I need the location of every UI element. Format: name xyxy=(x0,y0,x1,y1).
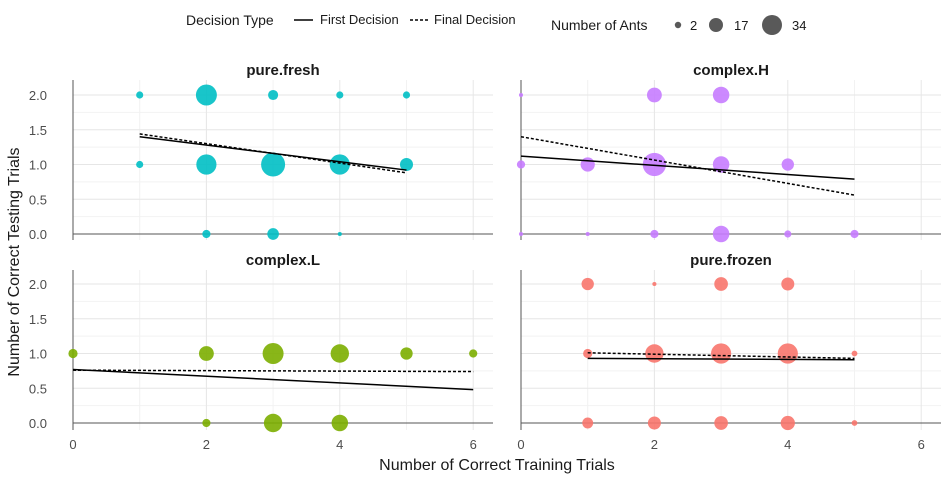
data-point xyxy=(516,160,526,169)
x-tick-label: 2 xyxy=(651,437,658,452)
data-point xyxy=(642,152,667,177)
data-point xyxy=(781,277,795,291)
size-legend-label-large: 34 xyxy=(792,18,806,33)
data-point xyxy=(850,229,859,239)
size-legend-key-medium xyxy=(709,18,723,32)
data-point xyxy=(518,231,524,237)
data-point xyxy=(646,87,662,103)
y-tick-label: 1.5 xyxy=(29,312,47,327)
data-point xyxy=(331,414,349,432)
data-point xyxy=(268,89,279,101)
data-point xyxy=(851,350,858,357)
x-tick-label: 4 xyxy=(784,437,791,452)
data-point xyxy=(714,277,728,291)
data-point xyxy=(267,228,279,240)
y-axis-title: Number of Correct Testing Trials xyxy=(6,147,23,376)
data-point xyxy=(329,154,350,175)
data-point xyxy=(585,231,590,237)
first-decision-line xyxy=(587,357,855,361)
data-point xyxy=(784,230,792,238)
data-point xyxy=(68,348,78,359)
panel-title: complex.H xyxy=(693,62,769,79)
data-point xyxy=(581,277,594,291)
data-point xyxy=(781,158,794,171)
data-point xyxy=(402,91,411,99)
data-point xyxy=(337,231,342,237)
data-point xyxy=(198,346,214,361)
panel-pure-frozen: pure.frozen 0 2 4 6 xyxy=(517,252,941,452)
size-legend-key-small xyxy=(674,21,682,29)
panel-complex-H: complex.H xyxy=(516,62,941,243)
data-point xyxy=(136,160,144,169)
x-tick-label: 0 xyxy=(517,437,524,452)
data-point xyxy=(195,84,217,106)
data-point xyxy=(399,157,414,172)
data-point xyxy=(582,417,594,429)
y-tick-label: 0.0 xyxy=(29,227,47,242)
panel-pure-fresh: pure.fresh 0.0 0.5 1.0 1.5 2.0 xyxy=(29,62,493,242)
x-tick-label: 0 xyxy=(69,437,76,452)
x-tick-label: 2 xyxy=(203,437,210,452)
data-point xyxy=(262,343,284,364)
data-point xyxy=(136,91,144,99)
data-point xyxy=(647,416,661,430)
panel-title: complex.L xyxy=(246,252,320,269)
size-legend-label-small: 2 xyxy=(690,18,697,33)
final-decision-line xyxy=(587,352,855,360)
data-point xyxy=(330,344,350,363)
x-tick-label: 4 xyxy=(336,437,343,452)
data-point xyxy=(263,413,283,433)
data-point xyxy=(711,343,732,364)
first-decision-line xyxy=(72,368,474,391)
y-tick-label: 0.5 xyxy=(29,192,47,207)
x-axis-title: Number of Correct Training Trials xyxy=(379,457,615,474)
x-tick-label: 6 xyxy=(918,437,925,452)
data-point xyxy=(650,229,659,239)
y-tick-label: 2.0 xyxy=(29,88,47,103)
data-point xyxy=(261,152,286,177)
data-point xyxy=(652,281,657,287)
size-legend-key-large xyxy=(762,15,782,35)
data-point xyxy=(469,349,478,358)
legend: Decision Type First Decision Final Decis… xyxy=(186,12,806,35)
y-tick-label: 1.0 xyxy=(29,347,47,362)
data-point xyxy=(712,86,730,104)
first-decision-line xyxy=(139,135,407,171)
first-decision-line xyxy=(520,155,855,180)
y-tick-label: 0.5 xyxy=(29,381,47,396)
data-point xyxy=(400,347,413,360)
y-tick-label: 1.0 xyxy=(29,158,47,173)
data-point xyxy=(712,225,730,243)
number-of-ants-legend-title: Number of Ants xyxy=(551,17,648,33)
decision-type-legend-title: Decision Type xyxy=(186,12,274,28)
data-point xyxy=(580,157,595,172)
x-tick-label: 6 xyxy=(470,437,477,452)
data-point xyxy=(851,420,858,426)
panel-title: pure.fresh xyxy=(246,62,319,79)
facet-panels: pure.fresh 0.0 0.5 1.0 1.5 2.0 complex.H comple… xyxy=(29,62,941,452)
final-decision-line xyxy=(520,135,855,196)
data-point xyxy=(777,343,798,364)
data-point xyxy=(518,92,524,98)
data-point xyxy=(202,229,211,239)
y-tick-label: 1.5 xyxy=(29,123,47,138)
data-point xyxy=(780,415,795,431)
data-point xyxy=(712,156,730,173)
final-decision-legend-label: Final Decision xyxy=(434,12,516,27)
data-point xyxy=(196,154,217,175)
y-tick-label: 0.0 xyxy=(29,416,47,431)
data-point xyxy=(714,416,728,430)
data-point xyxy=(202,418,211,428)
panel-complex-L: complex.L 0.0 0.5 1.0 1.5 2.0 0 2 4 6 xyxy=(29,252,493,452)
final-decision-line xyxy=(72,369,474,373)
panel-title: pure.frozen xyxy=(690,252,772,269)
data-point xyxy=(336,91,344,99)
first-decision-legend-label: First Decision xyxy=(320,12,399,27)
y-tick-label: 2.0 xyxy=(29,277,47,292)
size-legend-label-medium: 17 xyxy=(734,18,748,33)
